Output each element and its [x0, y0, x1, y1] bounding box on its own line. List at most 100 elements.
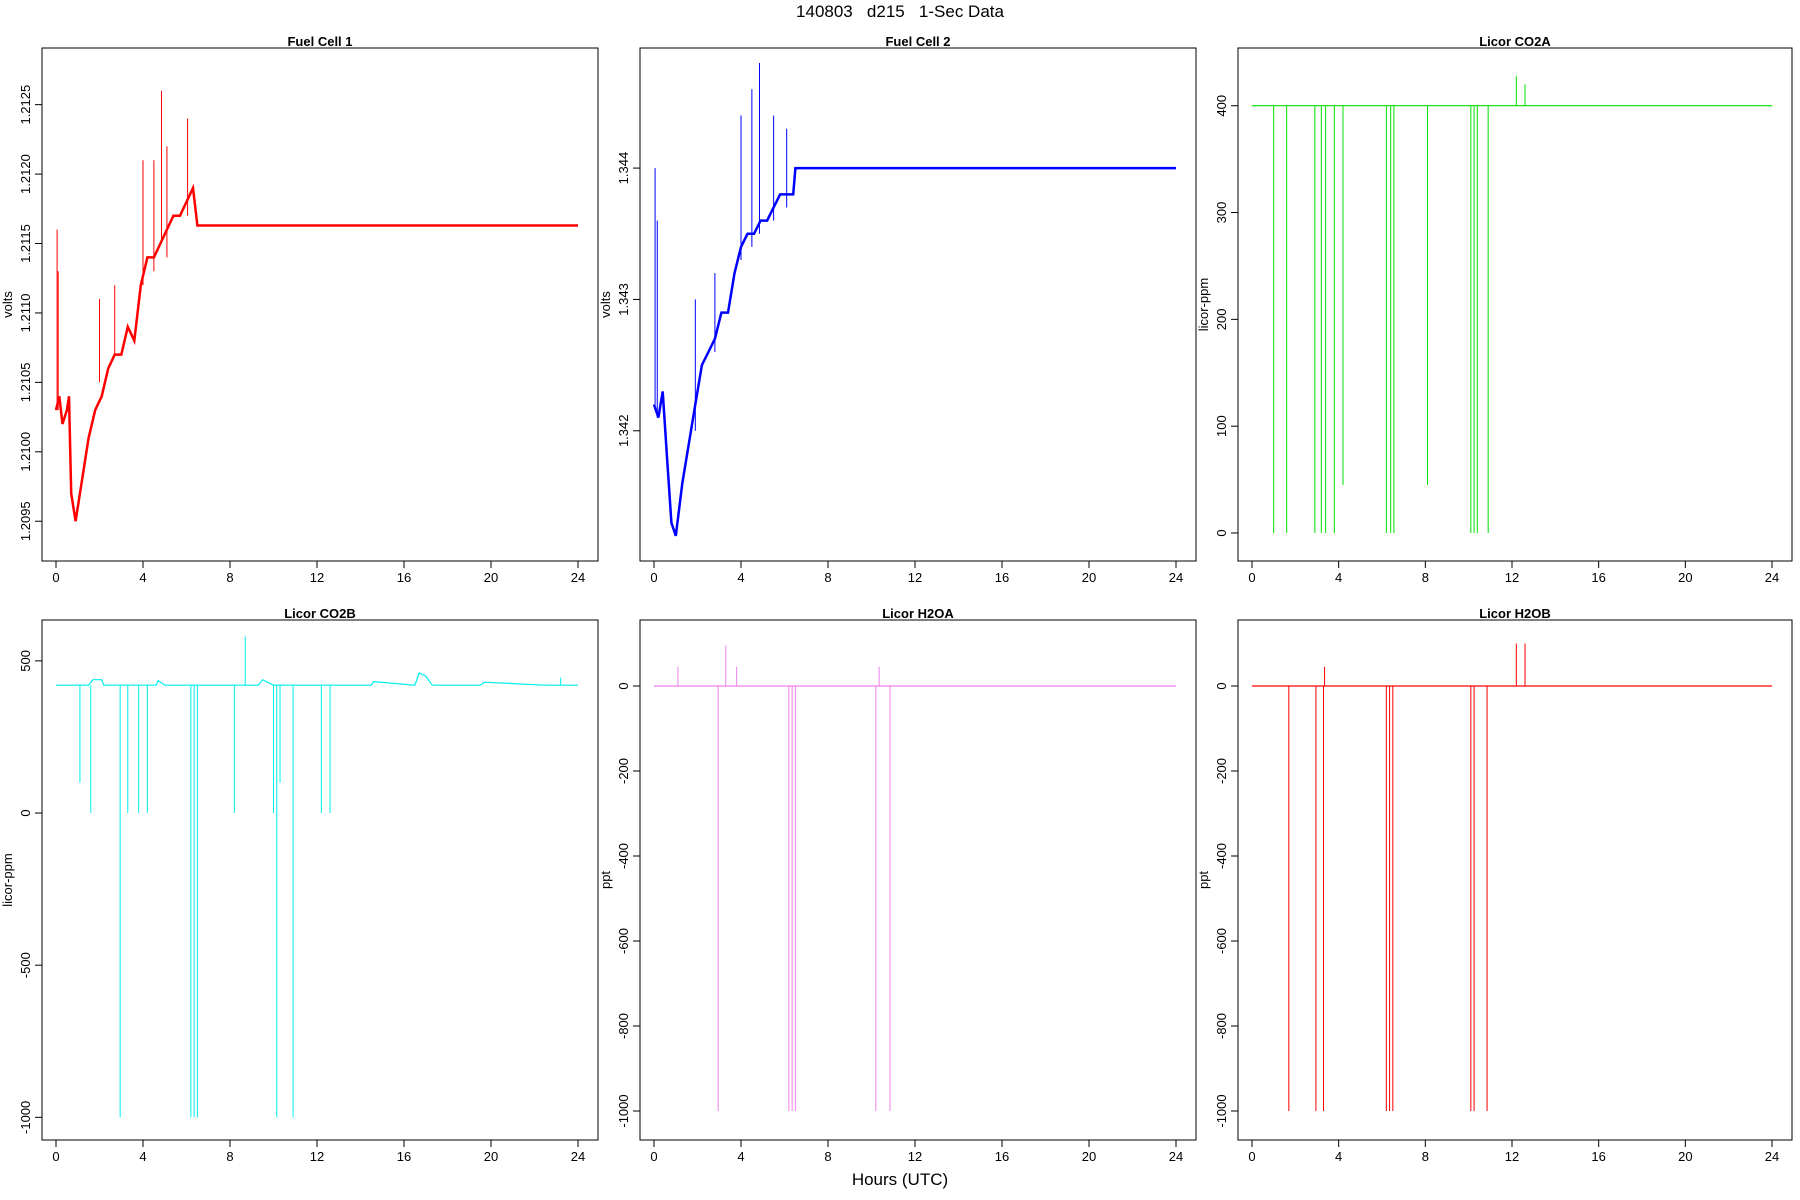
x-tick-label: 8 — [824, 1149, 831, 1164]
panel-title: Fuel Cell 2 — [885, 34, 950, 49]
y-tick-label: 1.344 — [616, 152, 631, 185]
x-tick-label: 16 — [1591, 1149, 1605, 1164]
x-tick-label: 12 — [908, 570, 922, 585]
y-tick-label: -1000 — [616, 1094, 631, 1127]
x-tick-label: 4 — [1335, 570, 1342, 585]
x-tick-label: 16 — [995, 1149, 1009, 1164]
y-tick-label: 1.343 — [616, 283, 631, 316]
y-tick-label: -400 — [616, 843, 631, 869]
y-tick-label: -800 — [1214, 1013, 1229, 1039]
x-tick-label: 0 — [650, 570, 657, 585]
series-line — [54, 183, 578, 522]
x-tick-label: 24 — [571, 1149, 585, 1164]
plot-frame — [1237, 47, 1793, 562]
y-tick-label: -200 — [1214, 758, 1229, 784]
x-tick-label: 16 — [397, 570, 411, 585]
y-tick-label: 1.2095 — [18, 501, 33, 541]
x-tick-label: 8 — [1422, 1149, 1429, 1164]
y-tick-label: 1.2120 — [18, 154, 33, 194]
y-axis-label: ppt — [1196, 871, 1211, 889]
y-tick-label: 100 — [1214, 415, 1229, 437]
x-tick-label: 0 — [52, 1149, 59, 1164]
y-tick-label: 1.2110 — [18, 294, 33, 333]
figure-xlabel: Hours (UTC) — [851, 1170, 949, 1189]
x-tick-label: 20 — [1678, 570, 1692, 585]
series-line — [56, 672, 578, 686]
y-tick-label: 0 — [18, 809, 33, 816]
x-tick-label: 8 — [1422, 570, 1429, 585]
x-tick-label: 0 — [650, 1149, 657, 1164]
series-group — [54, 90, 578, 522]
x-tick-label: 12 — [908, 1149, 922, 1164]
series-group — [1252, 643, 1772, 1111]
y-axis-label: volts — [598, 291, 613, 318]
x-tick-label: 24 — [1765, 570, 1779, 585]
x-tick-label: 0 — [1248, 570, 1255, 585]
x-tick-label: 8 — [226, 570, 233, 585]
panel-title: Licor CO2B — [284, 606, 356, 621]
x-tick-label: 8 — [824, 570, 831, 585]
plot-frame — [1237, 619, 1793, 1141]
x-tick-label: 4 — [737, 570, 744, 585]
series-group — [654, 645, 1176, 1111]
x-tick-label: 16 — [397, 1149, 411, 1164]
y-axis-label: volts — [0, 291, 15, 318]
x-tick-label: 16 — [1591, 570, 1605, 585]
plot-frame — [639, 619, 1197, 1141]
x-tick-label: 4 — [139, 570, 146, 585]
panel-title: Licor H2OA — [882, 606, 954, 621]
y-tick-label: 1.2100 — [18, 432, 33, 472]
panel-1: Fuel Cell 2 volts 0 4 8 12 16 20 24 1.342 1.343 1.3… — [598, 34, 1197, 585]
x-tick-label: 12 — [1505, 570, 1519, 585]
y-tick-label: 400 — [1214, 95, 1229, 117]
x-tick-label: 0 — [1248, 1149, 1255, 1164]
x-tick-label: 24 — [1169, 570, 1183, 585]
panel-4: Licor H2OA ppt 0 4 8 12 16 20 24 -1000 -800 -600 -40… — [598, 606, 1197, 1164]
panel-2: Licor CO2A licor-ppm 0 4 8 12 16 20 24 0 100 200 300… — [1196, 34, 1793, 585]
panel-title: Fuel Cell 1 — [287, 34, 352, 49]
y-tick-label: -200 — [616, 758, 631, 784]
x-tick-label: 12 — [1505, 1149, 1519, 1164]
y-tick-label: 1.342 — [616, 415, 631, 448]
y-tick-label: -400 — [1214, 843, 1229, 869]
y-axis-label: licor-ppm — [0, 853, 15, 906]
series-group — [56, 636, 578, 1118]
y-tick-label: 0 — [616, 682, 631, 689]
x-tick-label: 20 — [484, 1149, 498, 1164]
y-tick-label: -1000 — [18, 1101, 33, 1134]
y-tick-label: 200 — [1214, 309, 1229, 331]
series-group — [1252, 75, 1772, 533]
y-tick-label: 0 — [1214, 682, 1229, 689]
figure-title: 140803 d215 1-Sec Data — [796, 2, 1004, 21]
y-axis-label: licor-ppm — [1196, 278, 1211, 331]
x-tick-label: 16 — [995, 570, 1009, 585]
x-tick-label: 4 — [737, 1149, 744, 1164]
y-tick-label: -600 — [616, 928, 631, 954]
panel-0: Fuel Cell 1 volts 0 4 8 12 16 20 24 1.2095 1.2100 1… — [0, 34, 599, 585]
x-tick-label: 0 — [52, 570, 59, 585]
x-tick-label: 24 — [1169, 1149, 1183, 1164]
y-tick-label: -1000 — [1214, 1094, 1229, 1127]
y-tick-label: 1.2125 — [18, 85, 33, 125]
series-line — [652, 166, 1176, 537]
y-tick-label: 0 — [1214, 529, 1229, 536]
panel-title: Licor H2OB — [1479, 606, 1551, 621]
x-tick-label: 12 — [310, 570, 324, 585]
y-tick-label: 500 — [18, 650, 33, 672]
x-tick-label: 24 — [571, 570, 585, 585]
x-tick-label: 20 — [1082, 570, 1096, 585]
x-tick-label: 20 — [484, 570, 498, 585]
x-tick-label: 4 — [139, 1149, 146, 1164]
panel-title: Licor CO2A — [1479, 34, 1551, 49]
x-tick-label: 4 — [1335, 1149, 1342, 1164]
y-tick-label: -800 — [616, 1013, 631, 1039]
y-tick-label: 1.2115 — [18, 224, 33, 263]
y-tick-label: -500 — [18, 952, 33, 978]
x-tick-label: 20 — [1678, 1149, 1692, 1164]
y-tick-label: -600 — [1214, 928, 1229, 954]
panel-3: Licor CO2B licor-ppm 0 4 8 12 16 20 24 -1000 -500 0… — [0, 606, 599, 1164]
panel-5: Licor H2OB ppt 0 4 8 12 16 20 24 -1000 -800 -600 -40… — [1196, 606, 1793, 1164]
y-axis-label: ppt — [598, 871, 613, 889]
series-group — [652, 63, 1176, 537]
